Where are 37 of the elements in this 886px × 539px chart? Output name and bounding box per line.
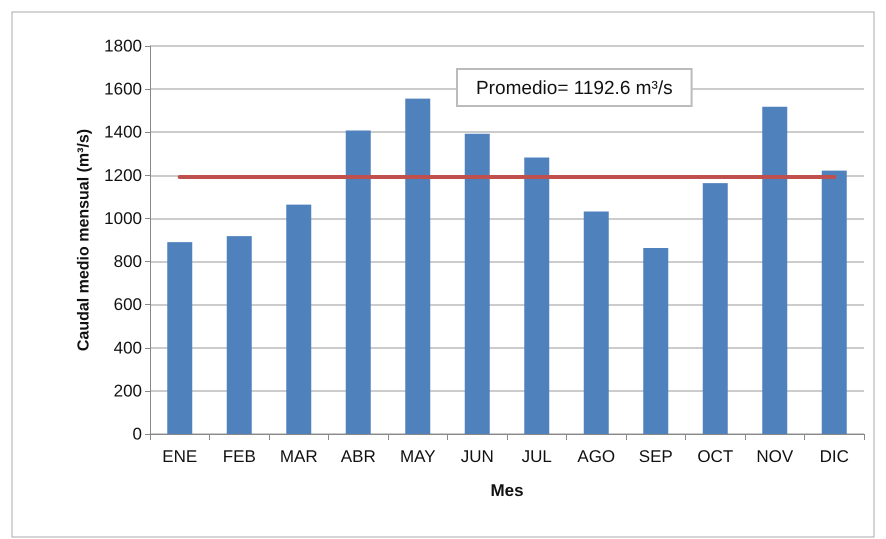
x-tick-label: DIC: [820, 447, 849, 466]
y-tick-label: 600: [114, 295, 142, 314]
x-tick-label: FEB: [222, 447, 256, 466]
bar: [524, 157, 550, 434]
bar: [405, 98, 430, 434]
x-tick-label: NOV: [756, 447, 794, 466]
bar: [702, 183, 728, 434]
bar: [584, 212, 609, 434]
y-tick-label: 400: [114, 338, 142, 358]
y-tick-label: 0: [132, 424, 142, 444]
x-tick-label: SEP: [638, 447, 673, 466]
bar: [167, 242, 192, 434]
y-tick-label: 1000: [104, 208, 142, 228]
bar: [226, 236, 252, 434]
x-tick-label: MAY: [400, 447, 436, 466]
x-tick-label: JUL: [522, 447, 552, 466]
y-tick-label: 800: [114, 252, 142, 272]
y-tick-label: 1200: [104, 166, 142, 185]
x-tick-label: AGO: [577, 447, 616, 466]
x-tick-label: ENE: [162, 447, 198, 466]
bar: [464, 134, 490, 434]
x-axis-title: Mes: [490, 481, 524, 500]
bar: [286, 204, 312, 434]
y-tick-label: 1800: [104, 36, 142, 56]
x-tick-label: MAR: [280, 447, 318, 466]
y-tick-label: 1400: [104, 122, 142, 142]
x-tick-label: JUN: [460, 447, 494, 466]
bar: [346, 130, 371, 434]
x-tick-label: OCT: [697, 447, 734, 466]
y-tick-label: 1600: [104, 80, 142, 99]
annotation: Promedio= 1192.6 m³/s: [476, 78, 673, 99]
bar: [822, 170, 847, 434]
bar: [643, 248, 668, 434]
y-axis-title: Caudal medio mensual (m³/s): [76, 128, 92, 352]
x-tick-label: ABR: [340, 447, 376, 466]
bar: [762, 106, 788, 434]
y-tick-label: 200: [114, 381, 142, 400]
